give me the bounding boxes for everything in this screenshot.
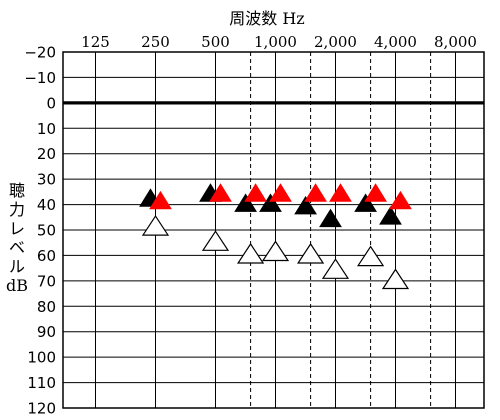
x-tick-label: 500 — [201, 33, 230, 51]
x-tick-label: 2,000 — [314, 33, 357, 51]
data-point-marker — [149, 190, 172, 210]
data-point-marker — [321, 258, 350, 279]
y-tick-label: 40 — [37, 196, 56, 214]
y-tick-label: 60 — [37, 247, 56, 265]
x-tick-label: 125 — [81, 33, 110, 51]
data-point-marker — [141, 215, 170, 236]
x-tick-label: 4,000 — [374, 33, 417, 51]
y-axis-label-char: 力 — [9, 200, 25, 219]
y-tick-label: −20 — [24, 44, 56, 62]
data-point-marker — [296, 242, 325, 264]
y-axis-label-char: ベ — [9, 238, 25, 257]
data-point-marker — [234, 193, 257, 212]
data-point-marker — [244, 183, 267, 202]
y-tick-labels: −20 −10 0 10 20 30 40 50 60 70 80 90 100 110 120 — [24, 44, 56, 418]
data-point-marker — [379, 206, 402, 225]
data-point-marker — [304, 183, 327, 202]
data-point-marker — [261, 240, 290, 262]
x-tick-labels: 125 250 500 1,000 2,000 4,000 8,000 — [81, 33, 477, 51]
y-axis-label-char: レ — [9, 219, 25, 238]
data-point-marker — [269, 183, 292, 202]
data-point-marker — [329, 183, 352, 202]
y-tick-label: 0 — [46, 94, 56, 112]
y-tick-label: 10 — [37, 120, 56, 138]
data-point-marker — [294, 195, 317, 215]
data-point-marker — [319, 208, 342, 228]
y-tick-label: 90 — [37, 323, 56, 341]
y-tick-label: 20 — [37, 145, 56, 163]
data-point-marker — [209, 183, 232, 202]
y-tick-label: −10 — [24, 69, 56, 87]
chart-title: 周波数 Hz — [229, 9, 304, 28]
y-tick-label: 110 — [27, 374, 56, 392]
x-tick-label: 8,000 — [434, 33, 477, 51]
x-tick-label: 250 — [141, 33, 170, 51]
y-axis-label-char: dB — [6, 276, 28, 295]
y-tick-label: 70 — [37, 272, 56, 290]
data-point-marker — [356, 245, 385, 267]
data-point-marker — [201, 230, 230, 251]
data-markers — [139, 183, 412, 290]
data-point-marker — [354, 193, 377, 212]
data-point-marker — [364, 183, 387, 202]
x-tick-label: 1,000 — [254, 33, 297, 51]
y-tick-label: 30 — [37, 171, 56, 189]
y-tick-label: 80 — [37, 298, 56, 316]
y-tick-label: 50 — [37, 222, 56, 240]
data-point-marker — [259, 193, 282, 212]
y-tick-label: 100 — [27, 349, 56, 367]
y-tick-label: 120 — [27, 400, 56, 418]
data-point-marker — [389, 190, 412, 210]
y-axis-label-char: ル — [9, 257, 25, 276]
grid — [62, 51, 485, 409]
data-point-marker — [381, 268, 410, 290]
data-point-marker — [236, 242, 265, 264]
y-axis-label-char: 聴 — [9, 181, 25, 200]
